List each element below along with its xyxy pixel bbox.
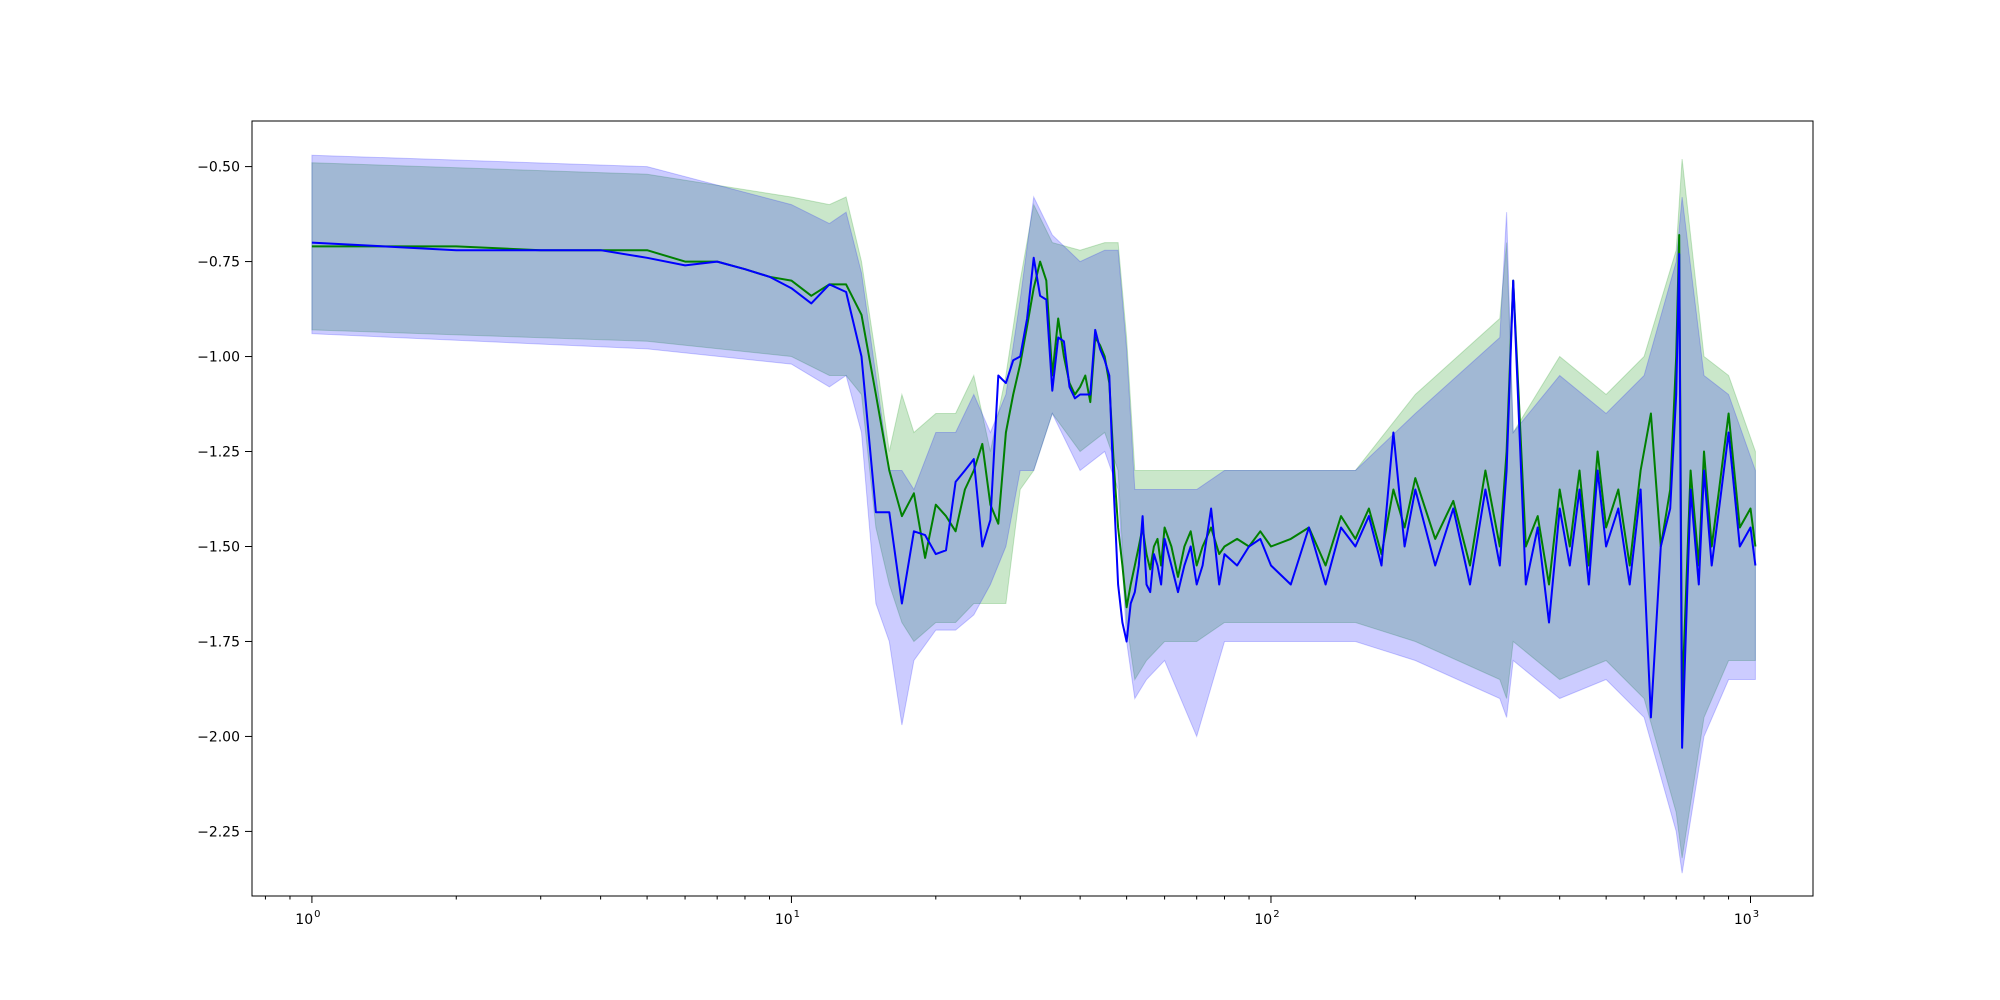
x-tick-exponent: 2 [1273,909,1279,920]
y-tick-label: −2.25 [197,824,240,840]
series-line-1 [311,234,1757,700]
y-tick-label: −1.75 [197,634,240,650]
series-line-2 [311,241,1757,749]
x-axis: 100 101 102 103 [264,896,1759,928]
x-tick-exponent: 3 [1753,909,1759,920]
axes-frame [251,120,1814,897]
y-axis: −0.50 −0.75 −1.00 −1.25 −1.50 −1.75 −2.00 −2.25 [197,160,252,840]
y-tick-label: −1.50 [197,539,240,555]
y-tick-label: −1.00 [197,350,240,366]
confidence-bands [311,154,1756,874]
confidence-band-1 [311,158,1756,859]
plot-area [311,154,1757,874]
y-tick-label: −2.00 [197,729,240,745]
y-tick-label: −1.25 [197,445,240,461]
x-tick-exponent: 0 [314,909,320,920]
y-tick-label: −0.50 [197,160,240,176]
series-lines [311,234,1757,749]
x-tick-exponent: 1 [794,909,800,920]
confidence-band-2 [311,154,1756,874]
y-tick-label: −0.75 [197,255,240,271]
